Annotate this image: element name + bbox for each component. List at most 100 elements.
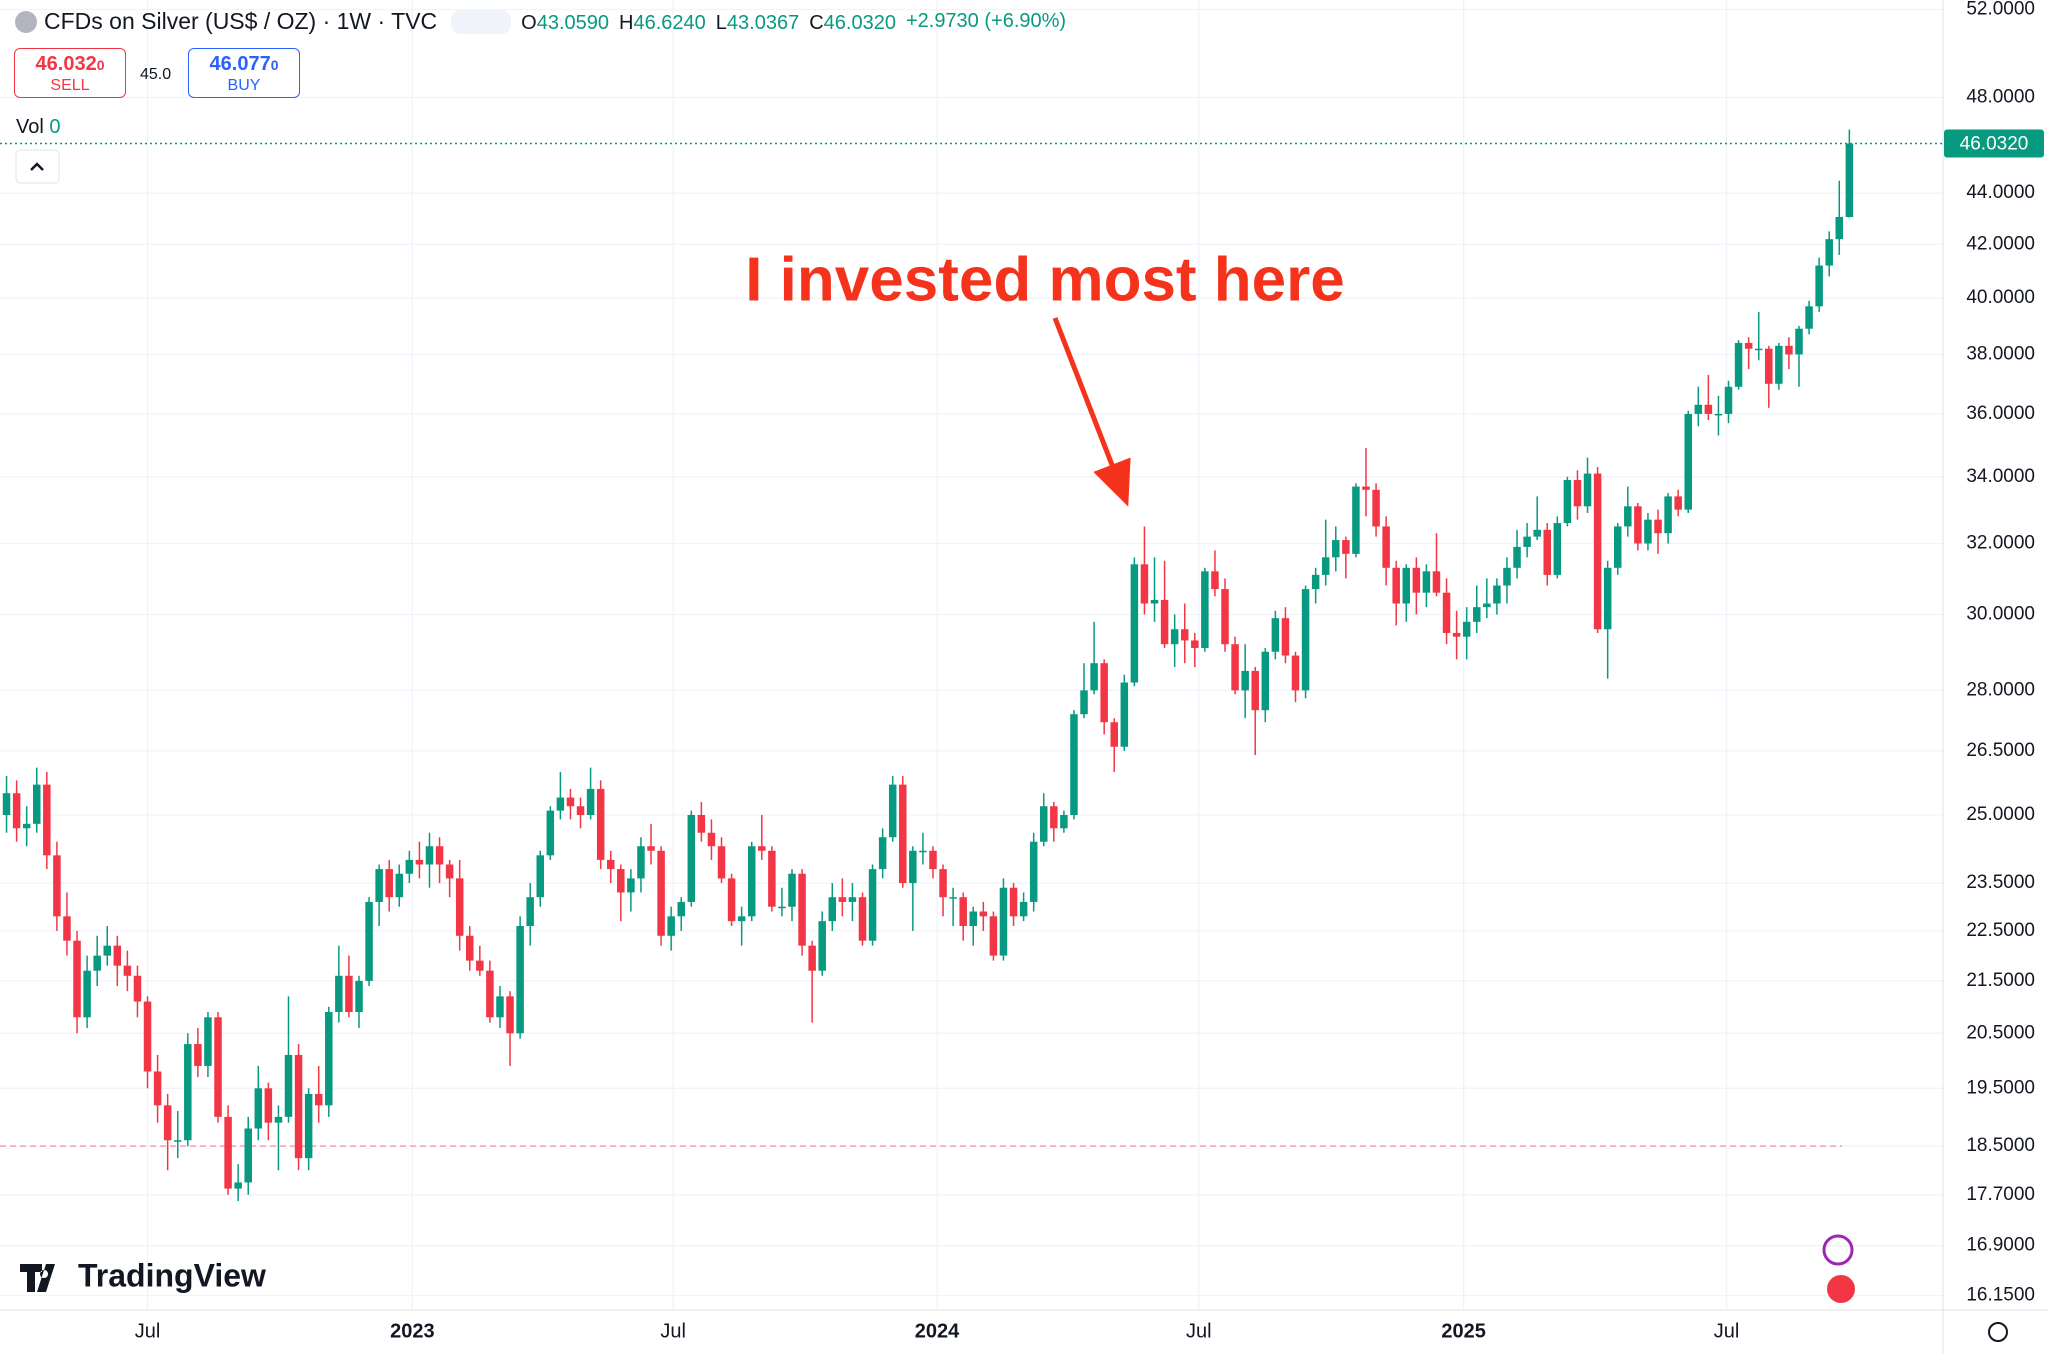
- ohlc-key: O: [521, 12, 537, 34]
- candle-body: [365, 901, 373, 981]
- candle-body: [1765, 348, 1773, 384]
- candle-body: [1029, 841, 1038, 902]
- candle-body: [43, 784, 51, 856]
- candle-body: [818, 921, 826, 971]
- candle-body: [405, 859, 414, 874]
- candle-body: [1362, 486, 1370, 490]
- candle-body: [1070, 714, 1078, 816]
- candle-body: [294, 1054, 303, 1159]
- candle-body: [1795, 328, 1803, 355]
- candle-body: [1452, 632, 1461, 637]
- candle-body: [1422, 571, 1431, 593]
- candle-body: [1261, 651, 1270, 711]
- candle-body: [929, 850, 937, 870]
- candle-body: [617, 869, 625, 893]
- candle-body: [1040, 806, 1048, 842]
- candle-body: [1603, 567, 1612, 630]
- candle-body: [1231, 644, 1239, 691]
- status-pill: [451, 9, 512, 34]
- candle-body: [173, 1140, 182, 1142]
- candle-body: [345, 975, 353, 1013]
- candle-body: [526, 897, 534, 927]
- candle-body: [1160, 599, 1169, 645]
- candle-body: [1382, 526, 1390, 568]
- buy-button[interactable]: 46.0770 BUY: [188, 48, 300, 98]
- candle-body: [1241, 670, 1249, 691]
- candle-body: [1775, 345, 1783, 384]
- candle-body: [163, 1105, 172, 1141]
- candle-body: [566, 797, 575, 807]
- candle-body: [1221, 589, 1229, 645]
- candle-body: [1110, 722, 1118, 747]
- candle-body: [1050, 806, 1058, 829]
- candle-body: [909, 850, 917, 884]
- candle-body: [1583, 473, 1592, 507]
- candle-body: [677, 901, 685, 917]
- candle-body: [496, 996, 504, 1018]
- candle-body: [1845, 143, 1854, 217]
- candle-body: [1120, 682, 1129, 747]
- candle-body: [959, 897, 967, 927]
- x-tick-label: Jul: [1714, 1320, 1740, 1342]
- candle-body: [1835, 216, 1844, 240]
- ohlc-value: 46.0320: [823, 12, 896, 34]
- candle-body: [1503, 567, 1511, 586]
- candle-body: [1513, 546, 1521, 568]
- candle-body: [1140, 564, 1149, 604]
- sell-button[interactable]: 46.0320 SELL: [14, 48, 126, 98]
- candle-body: [788, 873, 796, 907]
- candle-body: [1613, 526, 1622, 568]
- ohlc-value: 43.0590: [536, 12, 610, 34]
- candle-body: [476, 960, 484, 971]
- candle-body: [1533, 529, 1541, 537]
- candle-body: [1523, 536, 1531, 547]
- candle-body: [153, 1071, 162, 1106]
- y-tick-label: 48.0000: [1966, 87, 2035, 108]
- candle-body: [33, 784, 41, 824]
- candle-body: [1573, 480, 1582, 507]
- vol-label: Vol: [16, 116, 44, 138]
- candle-body: [224, 1116, 232, 1189]
- candle-body: [888, 784, 897, 838]
- buy-label: BUY: [227, 77, 261, 94]
- y-tick-label: 16.1500: [1966, 1285, 2035, 1306]
- ohlc-key: C: [809, 12, 824, 34]
- candle-body: [697, 815, 706, 833]
- x-tick-label: Jul: [1186, 1320, 1212, 1342]
- candle-body: [1150, 599, 1159, 604]
- candle-body: [304, 1093, 313, 1159]
- candle-body: [808, 945, 816, 971]
- candle-body: [93, 955, 101, 971]
- y-tick-label: 28.0000: [1966, 679, 2035, 700]
- candle-body: [194, 1044, 202, 1066]
- candle-body: [939, 869, 947, 898]
- ohlc-key: L: [715, 12, 727, 34]
- y-tick-label: 38.0000: [1966, 343, 2035, 364]
- candle-body: [1714, 413, 1723, 416]
- collapse-button[interactable]: [15, 149, 60, 184]
- candle-body: [919, 850, 927, 853]
- icon[interactable]: [1822, 1234, 1854, 1266]
- candle-body: [1009, 887, 1018, 917]
- candle-body: [415, 859, 424, 865]
- symbol-icon: [15, 10, 37, 33]
- candle-body: [1664, 496, 1672, 534]
- candle-body: [979, 911, 988, 917]
- candle-body: [798, 873, 806, 946]
- candle-body: [637, 846, 645, 879]
- candle-body: [758, 846, 766, 851]
- settings-icon[interactable]: [1988, 1322, 2008, 1342]
- candle-body: [969, 911, 978, 927]
- buy-price-small: 0: [270, 57, 279, 73]
- candle-body: [657, 850, 665, 936]
- x-tick-label: 2025: [1441, 1320, 1486, 1342]
- candle-body: [1291, 655, 1300, 691]
- candle-body: [184, 1044, 192, 1141]
- candle-body: [425, 846, 434, 865]
- icon[interactable]: [1825, 1273, 1857, 1305]
- grid: [0, 0, 1943, 1310]
- candle-body: [878, 837, 887, 870]
- candle-body: [1493, 585, 1501, 604]
- candle-body: [1624, 506, 1632, 527]
- candle-body: [1180, 629, 1189, 641]
